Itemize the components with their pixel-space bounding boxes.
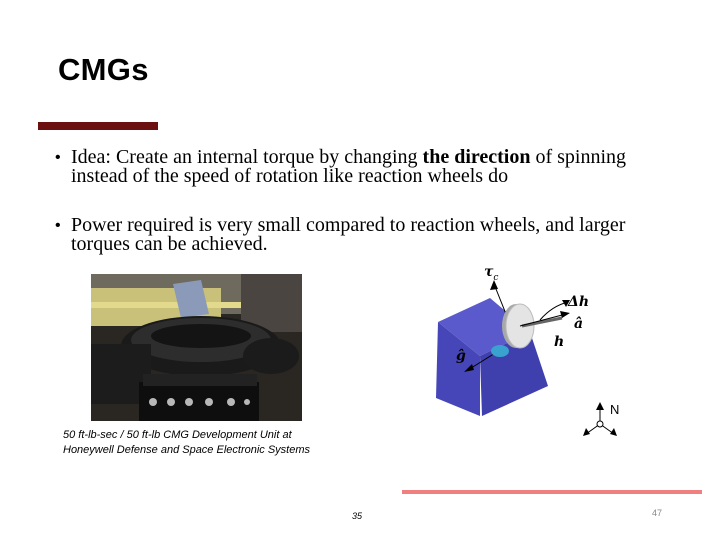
page-number: 47 — [652, 508, 663, 518]
bullet-text: Power required is very small compared to… — [71, 214, 626, 255]
bullet-dot: • — [55, 149, 61, 166]
compass-arrow-left — [583, 428, 590, 436]
cmg-photo — [91, 274, 302, 421]
slide-title: CMGs — [58, 52, 149, 87]
north-label: N — [610, 402, 619, 417]
wheel-hub — [491, 345, 509, 357]
compass-arrow-right — [610, 428, 617, 436]
inner-page-number: 35 — [352, 511, 363, 521]
caption-line-2: Honeywell Defense and Space Electronic S… — [63, 444, 311, 456]
delta-h-label: Δh — [567, 294, 589, 310]
title-accent-bar — [38, 122, 158, 130]
g-arrow-head — [464, 364, 474, 372]
bold-phrase: the direction — [422, 146, 531, 168]
torque-arrow-head — [490, 280, 498, 290]
north-arrow-head — [596, 402, 604, 410]
cube-front-face — [436, 322, 480, 416]
svg-text:τc: τc — [484, 264, 498, 283]
compass-center — [596, 420, 604, 428]
tau-label: τ — [484, 264, 494, 280]
bullet-power: • Power required is very small compared … — [55, 214, 655, 255]
g-hat-label: ĝ — [456, 347, 466, 364]
footer-accent-line — [402, 490, 702, 494]
tau-subscript: c — [493, 273, 498, 283]
h-arrow-head — [560, 311, 570, 318]
cmg-diagram: τc Δh â h ĝ N — [436, 264, 619, 436]
delta-h-arrow-head — [562, 300, 570, 307]
photo-caption: 50 ft-lb-sec / 50 ft-lb CMG Development … — [63, 428, 363, 458]
caption-line-1: 50 ft-lb-sec / 50 ft-lb CMG Development … — [63, 429, 292, 441]
bullet-idea: • Idea: Create an internal torque by cha… — [55, 146, 655, 187]
bullet-text: Idea: Create an internal torque by chang… — [71, 146, 627, 187]
h-label: h — [554, 334, 564, 350]
bullet-dot: • — [55, 217, 61, 234]
a-hat-label: â — [574, 316, 583, 332]
